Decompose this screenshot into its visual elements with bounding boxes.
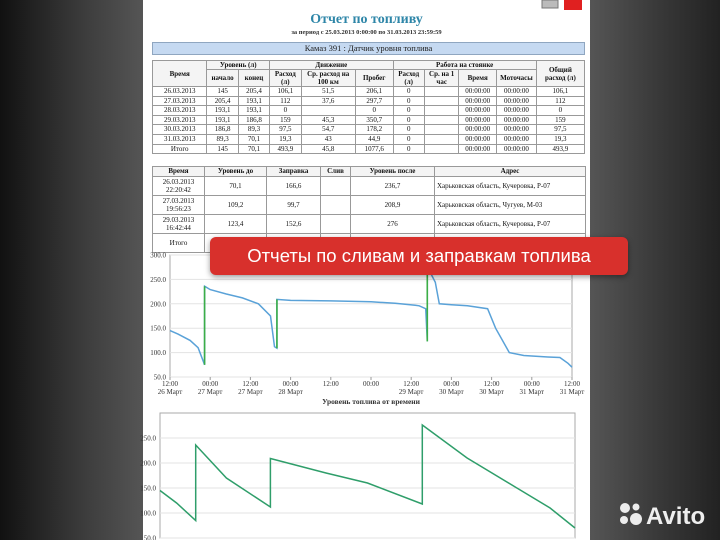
column-header: Расход (л) (392, 69, 425, 87)
watermark: Avito (620, 503, 705, 530)
x-tick-label: 12:00 (242, 380, 258, 388)
watermark-text: Avito (646, 503, 705, 530)
plot-area (159, 412, 576, 539)
column-header: Общий расход (л) (535, 60, 586, 87)
y-tick-label: 150.0 (150, 325, 166, 333)
y-tick-label: 250.0 (150, 276, 166, 284)
column-header: Расход (л) (269, 69, 302, 87)
column-header: Время (151, 60, 208, 87)
x-tick-label: 00:00 (524, 380, 540, 388)
y-tick-label: 100.0 (150, 349, 166, 357)
column-header: конец (237, 69, 271, 87)
y-tick-label: 50.0 (144, 535, 157, 540)
y-tick-label: 200.0 (150, 300, 166, 308)
x-tick-label: 12:00 (484, 380, 500, 388)
x-tick-date: 31 Март (560, 388, 585, 396)
table-row: 29.03.2013 193,1 186,8 159 45,3 350,7 0 00:00:0… (151, 114, 586, 126)
x-tick-date: 29 Март (399, 388, 424, 396)
x-tick-date: 31 Март (520, 388, 545, 396)
y-tick-label: 300.0 (150, 252, 166, 260)
pdf-icon[interactable] (564, 0, 582, 10)
x-tick-date: 26 Март (158, 388, 183, 396)
table-cell: 493,9 (535, 143, 586, 155)
events-table: Время Уровень до Заправка Слив Уровень после… (152, 166, 586, 253)
y-tick-label: 50.0 (154, 374, 167, 382)
x-tick-date: 30 Март (479, 388, 504, 396)
y-tick-label: 200.0 (140, 460, 156, 468)
x-tick-date: 27 Март (238, 388, 263, 396)
column-header: Ср. на 1 час (423, 69, 460, 87)
report-period: за период с 25.03.2013 0:00:00 по 31.03.… (291, 29, 442, 36)
y-tick-label: 100.0 (140, 510, 156, 518)
x-tick-date: 28 Март (278, 388, 303, 396)
x-tick-label: 12:00 (162, 380, 178, 388)
summary-table: Время Уровень (л) Движение Работа на сто… (151, 60, 586, 155)
table-cell: 0 (392, 143, 425, 155)
column-header: Пробег (354, 69, 394, 87)
table-cell: 45,8 (300, 143, 356, 155)
x-tick-label: 00:00 (363, 380, 379, 388)
y-tick-label: 250.0 (140, 435, 156, 443)
toolbar-icons (541, 0, 582, 10)
x-tick-label: 00:00 (443, 380, 459, 388)
x-tick-label: 00:00 (202, 380, 218, 388)
chart-title: Уровень топлива от времени (322, 397, 421, 406)
print-icon[interactable] (541, 0, 559, 9)
x-tick-date: 30 Март (439, 388, 464, 396)
fuel-line (169, 266, 573, 368)
column-header: Время (458, 69, 498, 87)
x-tick-label: 12:00 (564, 380, 580, 388)
plot-area (169, 254, 573, 378)
table-row: Итого 145 70,1 493,9 45,8 1077,6 0 00:00:00 00:0… (151, 143, 586, 155)
column-header: Ср. расход на 100 км (300, 69, 356, 87)
column-header: Моточасы (496, 69, 537, 87)
y-tick-label: 150.0 (140, 485, 156, 493)
report-title: Отчет по топливу (310, 12, 423, 27)
x-tick-label: 00:00 (283, 380, 299, 388)
x-tick-label: 12:00 (323, 380, 339, 388)
backdrop-left (0, 0, 143, 540)
table-row: 27.03.2013 19:56:23 109,2 99,7 208,9 Харьков… (152, 195, 586, 215)
vehicle-bar: Камаз 391 : Датчик уровня топлива (152, 42, 585, 55)
x-tick-label: 12:00 (403, 380, 419, 388)
fuel-line (159, 423, 576, 529)
promo-banner: Отчеты по сливам и заправкам топлива (210, 237, 628, 275)
x-tick-date: 27 Март (198, 388, 223, 396)
table-row: 26.03.2013 145 205,4 106,1 51,5 206,1 0 00:00:0… (151, 86, 586, 97)
watermark-logo (620, 503, 642, 525)
table-cell: 493,9 (269, 143, 302, 155)
